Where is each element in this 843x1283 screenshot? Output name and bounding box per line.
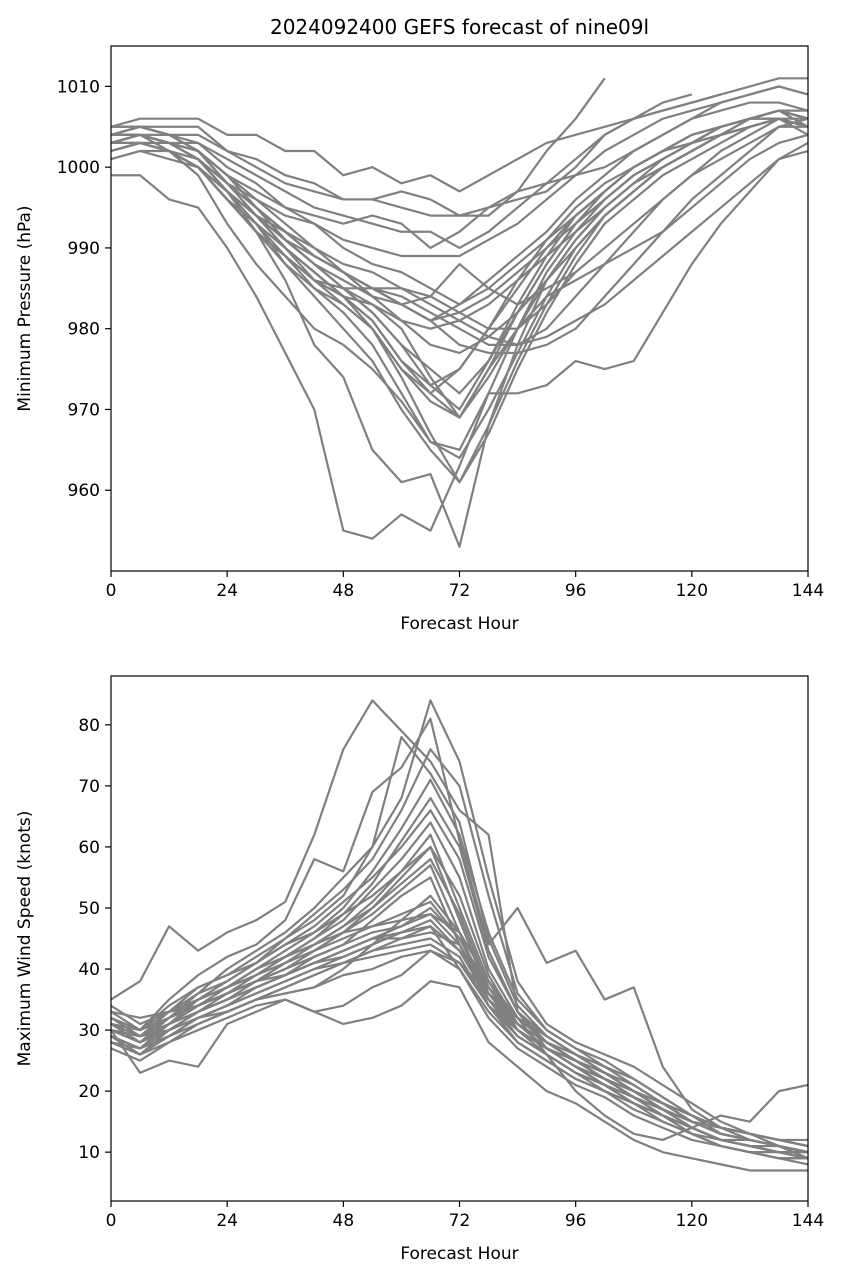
wind-y-tick-label: 20 — [78, 1082, 100, 1102]
pressure-y-tick-label: 1010 — [57, 77, 100, 97]
pressure-panel: 0 24 48 72 96 120 144 960 970 980 990 1000 1010 Forec… — [15, 15, 824, 634]
wind-y-tick-label: 80 — [78, 716, 100, 736]
wind-y-tick-label: 30 — [78, 1021, 100, 1041]
wind-y-tick-label: 60 — [78, 838, 100, 858]
wind-member-line-8 — [111, 809, 808, 1160]
pressure-member-line-24 — [111, 141, 808, 540]
wind-panel: 0 24 48 72 96 120 144 10 20 30 40 50 60 70 80 Forecast … — [15, 675, 824, 1264]
pressure-member-line-14 — [111, 117, 808, 419]
wind-member-line-30 — [111, 925, 808, 1142]
pressure-y-tick-label: 980 — [68, 320, 100, 340]
pressure-y-axis-label: Minimum Pressure (hPa) — [15, 205, 35, 411]
pressure-member-line-16 — [111, 117, 808, 419]
wind-member-line-6 — [111, 778, 808, 1154]
wind-y-tick-label: 70 — [78, 777, 100, 797]
pressure-x-tick-label: 48 — [333, 581, 355, 601]
wind-y-axis-label: Maximum Wind Speed (knots) — [15, 811, 35, 1067]
pressure-x-tick-label: 0 — [106, 581, 117, 601]
pressure-member-line-5 — [111, 85, 808, 258]
wind-x-tick-label: 72 — [449, 1211, 471, 1231]
wind-member-line-25 — [111, 925, 808, 1148]
wind-x-tick-label: 24 — [216, 1211, 238, 1231]
wind-x-tick-label: 120 — [676, 1211, 708, 1231]
pressure-x-tick-label: 120 — [676, 581, 708, 601]
wind-x-axis-label: Forecast Hour — [400, 1244, 518, 1264]
wind-y-tick-label: 10 — [78, 1143, 100, 1163]
wind-member-line-2 — [111, 717, 808, 1148]
pressure-x-tick-label: 96 — [565, 581, 587, 601]
wind-member-line-3 — [111, 699, 808, 1154]
pressure-y-tick-label: 1000 — [57, 158, 100, 178]
wind-member-line-29 — [111, 949, 808, 1154]
chart-title: 2024092400 GEFS forecast of nine09l — [270, 15, 649, 39]
pressure-member-line-25 — [111, 109, 808, 548]
wind-x-tick-label: 0 — [106, 1211, 117, 1231]
pressure-x-tick-label: 72 — [449, 581, 471, 601]
pressure-member-line-4 — [111, 93, 722, 250]
pressure-axes-frame — [110, 45, 809, 572]
wind-member-line-9 — [111, 821, 808, 1160]
pressure-x-tick-label: 144 — [792, 581, 824, 601]
pressure-member-line-8 — [111, 117, 808, 330]
wind-x-tick-label: 144 — [792, 1211, 824, 1231]
pressure-member-line-27 — [111, 117, 808, 484]
pressure-member-line-3 — [111, 93, 693, 217]
wind-y-tick-label: 50 — [78, 899, 100, 919]
pressure-y-tick-label: 990 — [68, 239, 100, 259]
wind-member-line-18 — [111, 980, 808, 1172]
pressure-y-tick-label: 970 — [68, 400, 100, 420]
wind-series-group — [111, 699, 808, 1172]
pressure-series-group — [111, 77, 808, 548]
pressure-x-axis-label: Forecast Hour — [400, 614, 518, 634]
pressure-x-tick-label: 24 — [216, 581, 238, 601]
pressure-y-tick-label: 960 — [68, 481, 100, 501]
wind-x-tick-label: 96 — [565, 1211, 587, 1231]
wind-x-tick-label: 48 — [333, 1211, 355, 1231]
wind-member-line-14 — [111, 858, 808, 1160]
wind-y-tick-label: 40 — [78, 960, 100, 980]
pressure-member-line-29 — [111, 85, 808, 250]
